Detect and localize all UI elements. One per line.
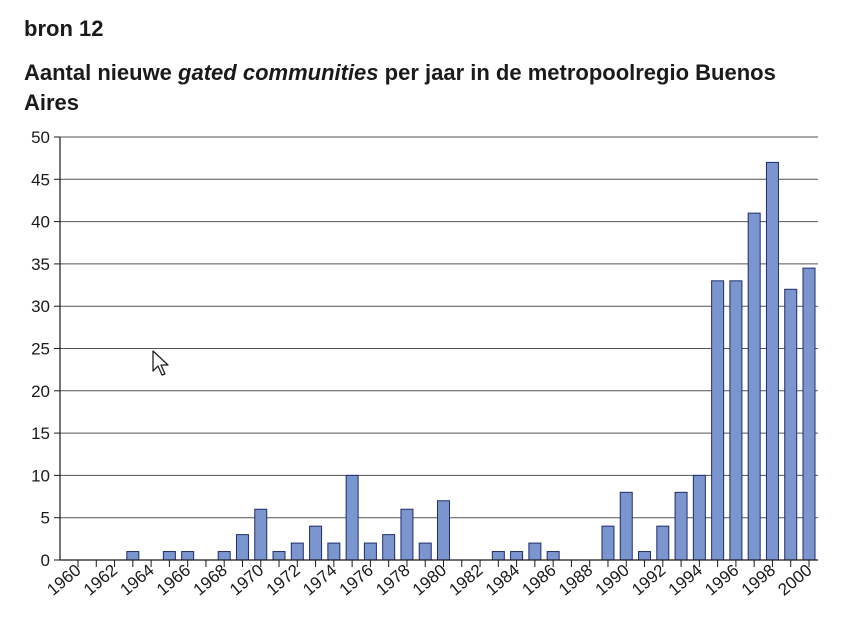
bar [327, 542, 341, 561]
bar [254, 508, 268, 561]
bar [272, 551, 286, 561]
y-tick-label: 15 [31, 424, 50, 443]
bar [638, 551, 652, 561]
bar [437, 500, 450, 561]
bar [656, 525, 670, 561]
y-tick-label: 35 [31, 255, 50, 274]
bar [126, 551, 140, 561]
bar [802, 267, 816, 561]
bar [784, 288, 798, 561]
bar [235, 534, 249, 561]
bar [181, 551, 195, 561]
title-part-2: per jaar in de metropoolregio Buenos Air… [24, 60, 776, 115]
gridlines [60, 136, 818, 519]
bar [382, 534, 396, 561]
bar [674, 491, 688, 561]
mouse-cursor-icon [152, 350, 169, 376]
bar [528, 542, 542, 561]
chart-title: Aantal nieuwe gated communities per jaar… [24, 58, 824, 118]
bar [491, 551, 505, 561]
bar [309, 525, 323, 561]
y-tick-label: 0 [41, 551, 50, 570]
title-part-emphasis: gated communities [178, 60, 379, 85]
bar [290, 542, 304, 561]
bar [162, 551, 176, 561]
bar [711, 280, 725, 561]
y-tick-label: 40 [31, 213, 50, 232]
bar [729, 280, 743, 561]
y-tick-label: 5 [41, 509, 50, 528]
bar [510, 551, 524, 561]
bar [400, 508, 414, 561]
bar [217, 551, 231, 561]
bar [619, 491, 633, 561]
source-label: bron 12 [24, 16, 104, 41]
bar [765, 161, 779, 561]
y-tick-label: 20 [31, 382, 50, 401]
y-tick-label: 25 [31, 340, 50, 359]
bar [747, 212, 761, 561]
bar [363, 542, 377, 561]
bar [692, 474, 706, 561]
title-part-1: Aantal nieuwe [24, 60, 179, 85]
bars [126, 161, 816, 561]
y-tick-label: 50 [31, 128, 50, 147]
bar [546, 551, 560, 561]
y-tick-label: 45 [31, 170, 50, 189]
axes [54, 136, 818, 567]
y-tick-label: 30 [31, 297, 50, 316]
y-tick-label: 10 [31, 466, 50, 485]
bar [418, 542, 432, 561]
bar [345, 474, 359, 561]
bar [601, 525, 615, 561]
